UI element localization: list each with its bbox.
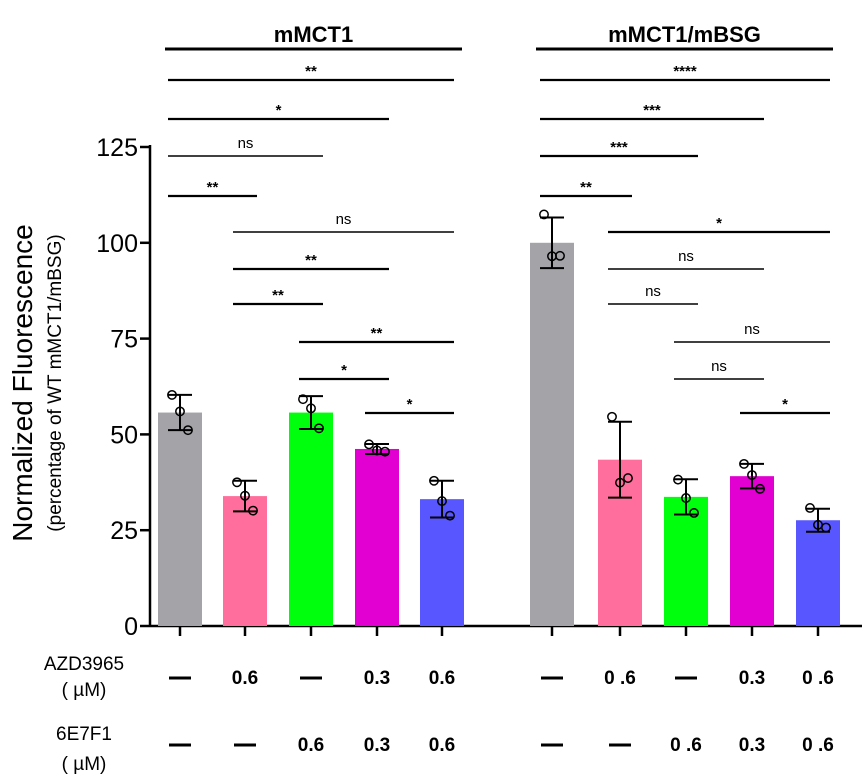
row-label-6e7f1: 6E7F1 [56,724,112,745]
data-point [248,505,258,516]
y-tick-label: 25 [110,517,138,545]
data-point [555,250,565,261]
data-point [445,510,455,521]
data-point [167,389,177,400]
bar [355,448,399,626]
data-point [298,394,308,405]
significance-label: * [341,362,347,379]
data-point [240,490,250,501]
y-axis-title: Normalized Fluorescence [7,224,38,541]
data-point [306,403,316,414]
y-tick-label: 100 [96,230,138,258]
group-header-label: mMCT1/mBSG [608,22,761,47]
significance-label: ** [371,325,383,342]
significance-label: ** [305,63,317,80]
data-point [380,446,390,457]
data-point [681,493,691,503]
bar [796,520,840,626]
bar [530,242,574,627]
significance-label: * [407,396,413,413]
data-point [805,503,815,513]
row-unit-azd3965: ( µM) [62,680,107,701]
significance-label: * [276,102,282,119]
treatment-value: 0 .6 [604,668,636,689]
data-point [429,475,439,486]
group-header-label: mMCT1 [274,22,353,47]
bars-layer [158,209,840,636]
y-tick-label: 75 [110,326,138,354]
data-point [607,411,617,422]
y-axis-label: Normalized Fluorescence (percentage of W… [7,224,66,541]
bar [158,412,202,626]
significance-label: * [716,215,722,232]
data-point [232,477,242,488]
significance-label: ns [336,211,352,228]
data-point [821,522,831,533]
row-label-azd3965: AZD3965 [44,654,124,675]
group-headers: mMCT1 mMCT1/mBSG [165,22,833,51]
significance-label: ** [305,252,317,269]
treatment-value: 0 .6 [802,668,834,689]
data-point [623,473,633,484]
significance-label: ns [678,248,694,265]
data-point [314,423,324,434]
bar [420,499,464,626]
treatment-value: 0 .6 [802,735,834,756]
y-axis-subtitle: (percentage of WT mMCT1/mBSG) [45,234,66,531]
significance-label: **** [673,63,697,80]
data-point [175,406,185,417]
significance-label: ns [238,135,254,152]
bar [289,412,333,626]
treatment-values: 0.6 0.6 0.3 0.3 0.6 0.6 0 .6 0 .6 0.3 0.3 0 .6 0 .6 [169,668,834,756]
data-point [437,496,447,507]
treatment-rows: AZD3965 ( µM) 6E7F1 ( µM) [44,654,124,775]
axes: 0 25 50 75 100 125 [96,134,862,641]
data-point [739,458,749,469]
row-unit-6e7f1: ( µM) [62,754,107,775]
data-point [755,483,765,494]
data-point [615,477,625,488]
treatment-value: 0 .6 [670,735,702,756]
data-point [747,470,757,480]
treatment-value: 0.6 [232,668,258,689]
significance-label: ns [711,358,727,375]
significance-label: ** [580,179,592,196]
bar [223,496,267,626]
treatment-value: 0.6 [429,668,455,689]
treatment-value: 0.3 [364,735,390,756]
bar [730,476,774,626]
y-tick-label: 50 [110,421,138,449]
significance-label: *** [643,102,661,119]
significance-label: * [782,396,788,413]
treatment-value: 0.3 [739,735,765,756]
treatment-value: 0.3 [739,668,765,689]
y-tick-label: 0 [124,613,138,641]
data-point [673,474,683,485]
y-tick-label: 125 [96,134,138,162]
significance-label: *** [610,139,628,156]
treatment-value: 0.3 [364,668,390,689]
significance-label: ** [272,287,284,304]
significance-label: ** [207,179,219,196]
treatment-value: 0.6 [429,735,455,756]
bar [664,496,708,626]
data-point [183,425,193,436]
data-point [689,508,699,518]
data-point [364,439,374,450]
data-point [539,209,549,220]
significance-label: ns [645,283,661,300]
significance-label: ns [744,321,760,338]
treatment-value: 0.6 [298,735,324,756]
